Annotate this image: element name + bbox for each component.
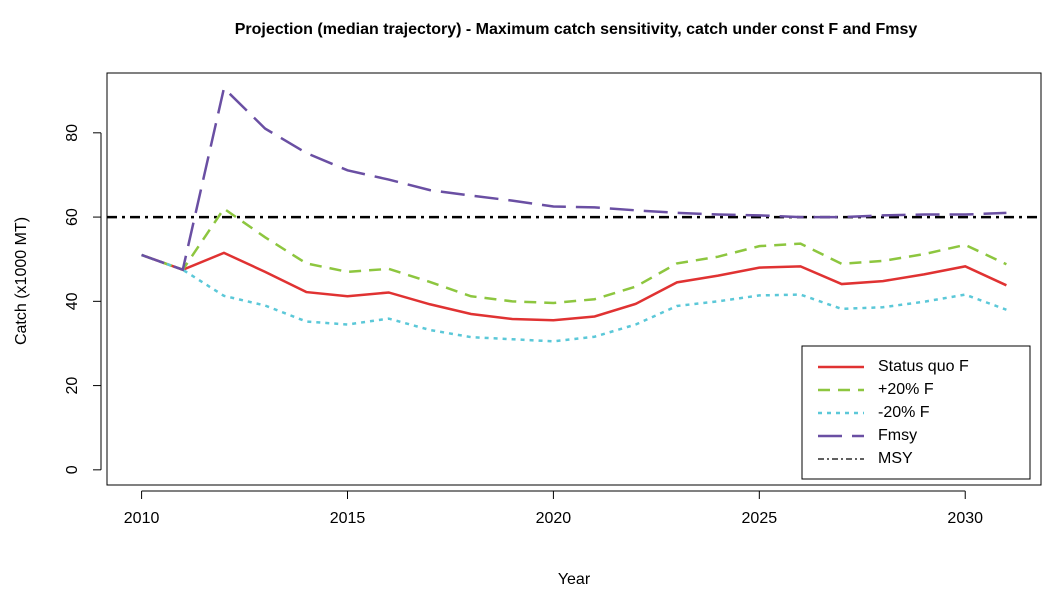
y-tick-label: 80 [64,124,81,142]
series-line [141,206,1007,305]
x-tick-label: 2030 [947,510,983,527]
y-axis-label: Catch (x1000 MT) [13,217,30,345]
x-tick-label: 2025 [742,510,778,527]
x-tick-label: 2015 [330,510,366,527]
legend-label: MSY [878,450,913,467]
series-line [141,251,1007,322]
series-line [141,85,1007,272]
y-tick-label: 40 [64,292,81,310]
chart-title: Projection (median trajectory) - Maximum… [235,21,918,38]
y-tick-label: 60 [64,208,81,226]
x-axis-label: Year [558,571,591,588]
x-tick-label: 2010 [124,510,160,527]
plot-box [106,72,1042,486]
x-tick-label: 2020 [536,510,572,527]
series-line [141,253,1007,343]
legend-label: -20% F [878,404,930,421]
legend-label: Status quo F [878,358,969,375]
y-tick-label: 0 [64,465,81,474]
y-tick-label: 20 [64,377,81,395]
legend-label: +20% F [878,381,934,398]
legend-label: Fmsy [878,427,917,444]
